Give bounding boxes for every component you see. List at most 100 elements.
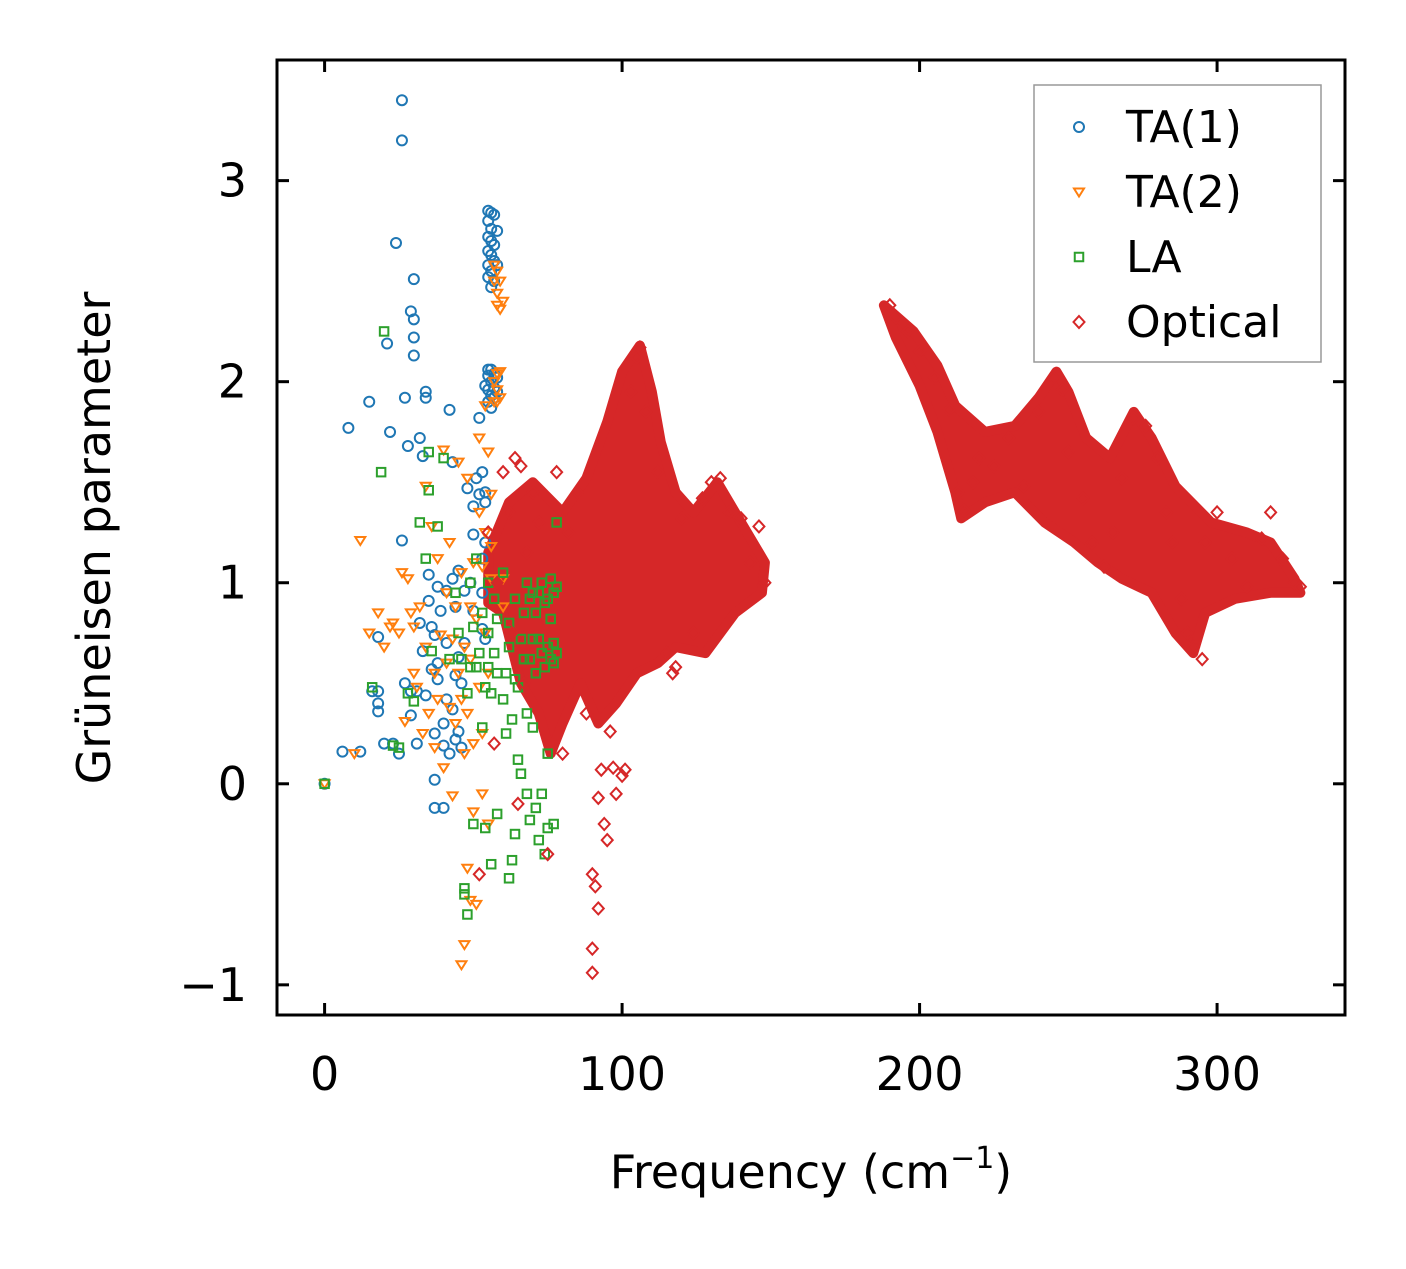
point-la-85 — [542, 748, 553, 759]
point-la-24 — [465, 661, 476, 673]
point-ta-1-115 — [491, 224, 504, 237]
point-optical-62 — [987, 458, 1001, 474]
point-ta-2-65 — [481, 447, 496, 459]
point-ta-2-4 — [371, 608, 385, 620]
point-optical-37 — [639, 404, 653, 420]
point-ta-2-55 — [469, 899, 484, 911]
point-ta-2-54 — [469, 614, 484, 626]
point-ta-2-47 — [460, 708, 475, 720]
point-ta-2-38 — [451, 668, 466, 680]
point-optical-75 — [1138, 418, 1153, 434]
point-ta-1-7 — [372, 631, 385, 644]
y-tick-label-2: 2 — [218, 355, 247, 409]
point-ta-2-33 — [445, 791, 460, 803]
point-optical-14 — [540, 846, 555, 862]
point-la-44 — [497, 567, 509, 578]
point-ta-2-85 — [496, 296, 510, 308]
point-la-34 — [482, 661, 494, 673]
point-ta-2-32 — [442, 538, 457, 549]
legend-label-0: TA(1) — [1125, 102, 1242, 153]
point-ta-2-73 — [487, 377, 501, 389]
point-ta-1-52 — [437, 801, 450, 814]
x-tick-label-200: 200 — [876, 1047, 964, 1101]
y-tick-label-3: 3 — [218, 154, 247, 208]
point-ta-1-57 — [443, 747, 456, 760]
point-optical-51 — [758, 575, 772, 591]
point-optical-34 — [624, 384, 638, 400]
point-optical-2 — [487, 736, 502, 752]
x-tick-label-100: 100 — [578, 1047, 666, 1101]
point-optical-15 — [549, 464, 564, 480]
point-ta-2-72 — [487, 260, 501, 272]
point-ta-2-56 — [472, 507, 487, 519]
point-ta-2-57 — [472, 433, 487, 445]
point-ta-1-78 — [473, 488, 486, 501]
point-optical-57 — [942, 402, 957, 418]
point-optical-38 — [650, 464, 665, 480]
point-optical-7 — [508, 450, 522, 466]
plot-frame — [275, 58, 1347, 1017]
point-la-7 — [408, 696, 420, 707]
point-ta-1-43 — [428, 727, 441, 740]
point-la-4 — [387, 740, 399, 751]
point-ta-2-46 — [460, 473, 475, 485]
point-la-68 — [527, 633, 539, 645]
point-ta-2-87 — [496, 602, 510, 614]
point-ta-1-1 — [336, 745, 349, 758]
point-la-75 — [533, 633, 545, 645]
point-ta-1-2 — [342, 421, 355, 434]
point-la-39 — [488, 593, 500, 605]
point-optical-3 — [490, 575, 505, 591]
point-ta-1-4 — [363, 395, 376, 408]
point-optical-8 — [511, 796, 525, 812]
point-ta-1-36 — [419, 391, 432, 404]
point-la-79 — [536, 788, 548, 800]
axis-ticks: 0 100 200 300 −1 0 1 2 3 — [179, 60, 1345, 1101]
point-la-65 — [524, 653, 536, 665]
point-la-42 — [491, 613, 503, 625]
point-la-87 — [545, 573, 556, 584]
point-ta-2-29 — [439, 588, 454, 600]
point-optical-36 — [633, 340, 647, 355]
point-la-46 — [500, 728, 512, 739]
point-ta-1-56 — [443, 403, 456, 416]
point-ta-1-31 — [413, 431, 426, 444]
point-la-17 — [453, 627, 464, 639]
point-ta-2-27 — [436, 445, 451, 457]
point-la-89 — [545, 613, 556, 625]
point-optical-71 — [1097, 559, 1111, 575]
point-ta-2-11 — [401, 574, 415, 586]
point-ta-1-27 — [407, 331, 420, 344]
point-ta-1-8 — [372, 697, 385, 710]
point-ta-1-44 — [428, 773, 441, 786]
point-optical-35 — [630, 350, 644, 366]
point-optical-48 — [734, 510, 748, 526]
point-la-30 — [477, 722, 488, 733]
point-la-11 — [423, 446, 434, 458]
point-la-49 — [503, 873, 515, 884]
point-ta-2-26 — [433, 630, 448, 642]
point-optical-27 — [597, 816, 612, 832]
point-ta-1-19 — [398, 391, 411, 404]
point-ta-2-34 — [445, 634, 460, 646]
point-optical-6 — [505, 625, 519, 641]
point-ta-1-42 — [428, 629, 441, 642]
point-la-31 — [477, 607, 488, 619]
point-la-20 — [459, 889, 470, 900]
point-la-10 — [423, 485, 434, 496]
point-ta-2-35 — [448, 602, 463, 614]
point-la-36 — [482, 627, 494, 639]
point-la-45 — [497, 694, 509, 705]
point-ta-1-29 — [410, 737, 423, 750]
point-optical-42 — [674, 510, 689, 526]
point-ta-2-53 — [466, 807, 481, 819]
point-ta-2-52 — [466, 739, 481, 750]
point-optical-73 — [1115, 470, 1129, 486]
point-optical-56 — [927, 370, 942, 386]
point-optical-25 — [591, 790, 606, 806]
point-optical-65 — [1031, 404, 1046, 420]
point-optical-69 — [1076, 490, 1091, 506]
point-optical-4 — [496, 464, 510, 480]
